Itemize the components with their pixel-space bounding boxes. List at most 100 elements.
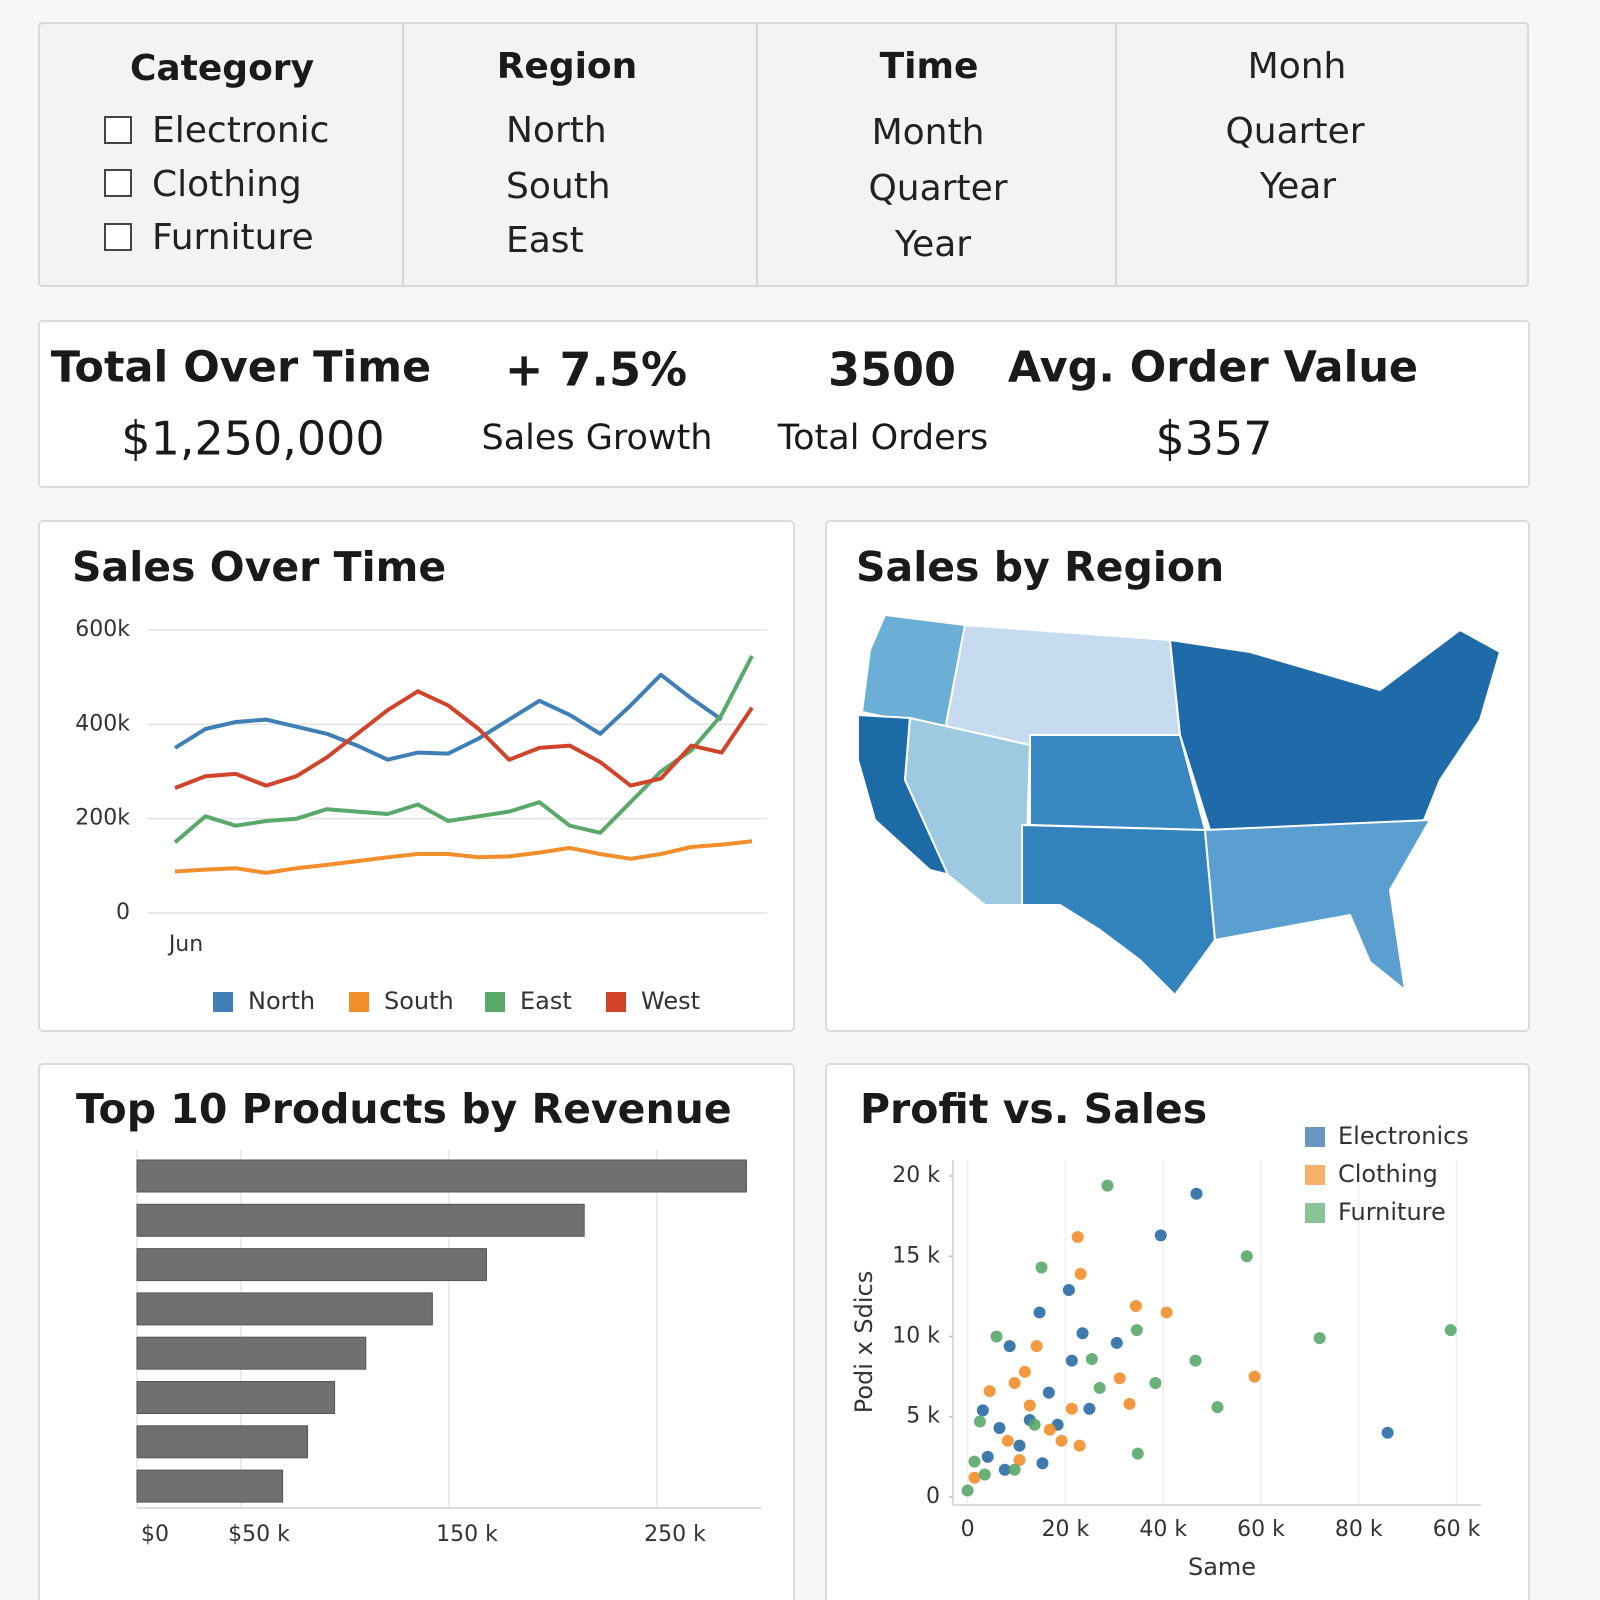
scatter-point [983, 1385, 996, 1398]
y-tick-label: 400k [75, 711, 130, 736]
y-tick-label: 0 [926, 1484, 940, 1509]
y-tick-label: 200k [75, 806, 130, 831]
filter-item[interactable]: East [506, 220, 584, 261]
scatter-point [1065, 1402, 1078, 1415]
filter-item[interactable]: Furniture [152, 217, 314, 258]
scatter-point [1160, 1306, 1173, 1319]
us-map [857, 614, 1501, 996]
scatter-point [1023, 1399, 1036, 1412]
x-tick-label: 150 k [436, 1522, 498, 1547]
scatter-point [1062, 1283, 1075, 1296]
filter-title: Category [130, 48, 314, 89]
scatter-point [1001, 1434, 1014, 1447]
legend-label: Furniture [1338, 1198, 1446, 1226]
filter-title: Time [880, 46, 979, 87]
x-tick-label: 60 k [1433, 1517, 1481, 1542]
y-tick-label: 5 k [906, 1404, 940, 1429]
kpi-value: 3500 [828, 343, 956, 397]
scatter-point [1101, 1179, 1114, 1192]
x-tick-label: 40 k [1139, 1517, 1187, 1542]
x-tick-label: Jun [167, 932, 203, 957]
card [38, 520, 795, 1032]
legend-swatch [349, 992, 369, 1012]
scatter-point [1035, 1261, 1048, 1274]
filter-item[interactable]: Month [872, 112, 985, 153]
scatter-point [1065, 1354, 1078, 1367]
x-axis-label: Same [1188, 1553, 1256, 1581]
filter-item[interactable]: Quarter [868, 168, 1007, 209]
legend-swatch [1305, 1127, 1325, 1147]
scatter-point [1313, 1332, 1326, 1345]
scatter-point [973, 1415, 986, 1428]
bar [136, 1248, 487, 1282]
y-tick-label: 600k [75, 617, 130, 642]
map-region [1169, 629, 1501, 831]
scatter-point [961, 1484, 974, 1497]
scatter-point [1129, 1300, 1142, 1313]
bar [136, 1159, 747, 1193]
filter-item[interactable]: Clothing [152, 164, 302, 205]
scatter-point [1093, 1381, 1106, 1394]
kpi-value: + 7.5% [505, 343, 687, 397]
scatter-point [1008, 1377, 1021, 1390]
scatter-point [998, 1463, 1011, 1476]
card [38, 1063, 795, 1600]
scatter-point [993, 1421, 1006, 1434]
scatter-point [1211, 1401, 1224, 1414]
scatter-point [1085, 1352, 1098, 1365]
scatter-point [1083, 1402, 1096, 1415]
scatter-point [1248, 1370, 1261, 1383]
scatter-point [1042, 1386, 1055, 1399]
legend-label: East [520, 987, 572, 1015]
line-series [174, 689, 754, 790]
filter-item[interactable]: Electronic [152, 110, 329, 151]
x-tick-label: 250 k [644, 1522, 706, 1547]
checkbox[interactable] [104, 116, 132, 144]
scatter-point [1123, 1397, 1136, 1410]
kpi-value: $357 [1155, 412, 1272, 466]
bar [136, 1425, 309, 1459]
filter-item[interactable]: South [506, 166, 611, 207]
filter-item[interactable]: Quarter [1225, 111, 1364, 152]
legend-swatch [213, 992, 233, 1012]
scatter-point [1036, 1457, 1049, 1470]
scatter-point [1189, 1354, 1202, 1367]
scatter-point [1149, 1377, 1162, 1390]
scatter-point [1055, 1434, 1068, 1447]
filter-title: Region [497, 46, 638, 87]
kpi-panel [38, 320, 1530, 488]
legend-swatch [485, 992, 505, 1012]
checkbox[interactable] [104, 169, 132, 197]
legend-swatch [1305, 1165, 1325, 1185]
filter-item[interactable]: North [506, 110, 607, 151]
y-tick-label: 10 k [892, 1324, 940, 1349]
filter-item[interactable]: Year [1259, 166, 1336, 207]
line-series [173, 654, 754, 844]
bar [136, 1336, 367, 1370]
scatter-point [1074, 1267, 1087, 1280]
scatter-point [1071, 1231, 1084, 1244]
kpi-title: Avg. Order Value [1008, 343, 1418, 393]
scatter-point [1003, 1340, 1016, 1353]
x-tick-label: $50 k [228, 1522, 290, 1547]
scatter-point [1018, 1365, 1031, 1378]
scatter-point [968, 1455, 981, 1468]
filter-item[interactable]: Year [894, 224, 971, 265]
scatter-point [1130, 1324, 1143, 1337]
checkbox[interactable] [104, 223, 132, 251]
bar [136, 1292, 433, 1326]
scatter-point [990, 1330, 1003, 1343]
scatter-point [1013, 1454, 1026, 1467]
y-tick-label: 15 k [892, 1243, 940, 1268]
y-axis-label: Podi x Sdics [850, 1271, 878, 1414]
legend-swatch [1305, 1203, 1325, 1223]
x-tick-label: 20 k [1042, 1517, 1090, 1542]
scatter-point [1110, 1336, 1123, 1349]
chart-title: Sales Over Time [72, 543, 446, 591]
legend-label: North [248, 987, 315, 1015]
scatter-point [1028, 1418, 1041, 1431]
bar [136, 1381, 336, 1414]
chart-title: Profit vs. Sales [860, 1085, 1207, 1133]
scatter-point [1190, 1187, 1203, 1200]
